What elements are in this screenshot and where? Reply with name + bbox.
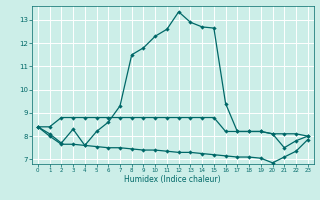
X-axis label: Humidex (Indice chaleur): Humidex (Indice chaleur) [124, 175, 221, 184]
